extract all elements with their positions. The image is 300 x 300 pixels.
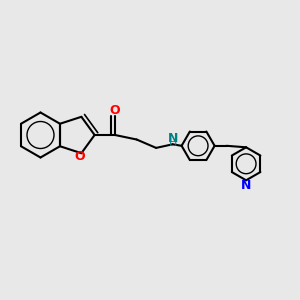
Text: H: H: [169, 138, 178, 148]
Text: N: N: [168, 132, 179, 146]
Text: O: O: [110, 103, 120, 117]
Text: N: N: [241, 179, 251, 192]
Text: O: O: [75, 150, 85, 163]
